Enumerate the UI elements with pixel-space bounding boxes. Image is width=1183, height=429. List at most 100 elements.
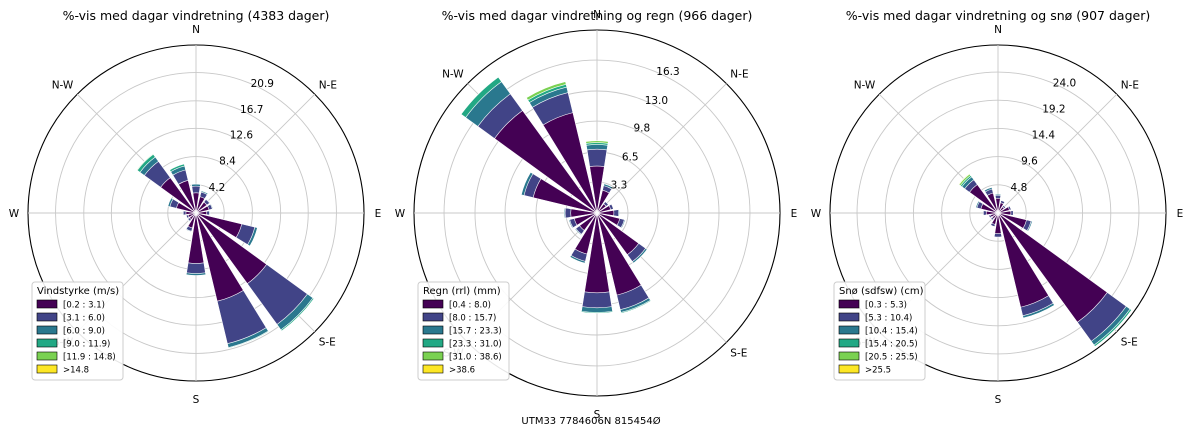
bar-90-bin-0 — [195, 210, 208, 216]
bars — [136, 153, 315, 349]
legend-entry: [11.9 : 14.8) — [63, 353, 116, 363]
legend-swatch — [838, 351, 860, 361]
bar-180-bin-0 — [994, 212, 1002, 234]
compass-label-n-w: N-W — [52, 79, 74, 91]
radial-tick-label: 14.4 — [1032, 130, 1056, 142]
bar-225-bin-0 — [579, 212, 598, 231]
bar-90-bin-0 — [997, 210, 1012, 216]
compass-label-n-e: N-E — [730, 69, 748, 81]
bar-270-bin-0 — [570, 208, 598, 218]
radial-tick-label: 4.2 — [209, 182, 226, 194]
bar-22.5-bin-0 — [997, 202, 1004, 214]
legend-entry: [0.3 : 5.3) — [865, 301, 907, 311]
radial-tick-label: 20.9 — [251, 78, 274, 90]
compass-label-s-e: S-E — [319, 337, 336, 349]
radial-tick-label: 19.2 — [1042, 103, 1065, 115]
legend-swatch — [422, 325, 444, 335]
bar-270-bin-0 — [185, 211, 197, 215]
legend-swatch — [838, 338, 860, 348]
radial-tick-label: 9.6 — [1021, 156, 1038, 168]
legend-entry: [5.3 : 10.4) — [865, 314, 912, 324]
legend-entry: [6.0 : 9.0) — [63, 327, 105, 337]
legend-swatch — [36, 325, 58, 335]
bar-45-bin-0 — [997, 206, 1005, 214]
bars — [958, 173, 1132, 347]
legend-title: Regn (rrl) (mm) — [423, 286, 501, 297]
legend-swatch — [36, 351, 58, 361]
legend: Snø (sdfsw) (cm) [0.3 : 5.3) [5.3 : 10.4) [… — [833, 281, 926, 381]
radial-tick-label: 12.6 — [230, 129, 254, 141]
compass-label-w: W — [811, 208, 822, 220]
radial-tick-label: 24.0 — [1053, 77, 1076, 89]
bar-337.5-bin-0 — [178, 179, 197, 214]
footer-coordinates: UTM33 7784606N 815454Ø — [521, 415, 660, 427]
bar-292.5-bin-0 — [532, 178, 598, 214]
bar-247.5-bin-0 — [187, 212, 197, 218]
compass-label-s: S — [995, 394, 1002, 406]
legend-swatch — [36, 299, 58, 309]
bar-157.5-bin-0 — [195, 212, 244, 302]
bar-112.5-bin-0 — [195, 212, 243, 238]
bar-247.5-bin-0 — [573, 212, 598, 226]
windrose-1: %-vis med dagar vindretning (4383 dager)… — [9, 8, 382, 406]
compass-label-n: N — [192, 24, 200, 36]
bar-90-bin-0 — [596, 210, 615, 216]
compass-label-n: N — [593, 9, 601, 21]
legend-swatch — [422, 312, 444, 322]
compass-label-e: E — [1177, 208, 1183, 220]
compass-label-n-e: N-E — [1121, 79, 1139, 91]
legend-entry: [15.4 : 20.5) — [865, 340, 918, 350]
grid-spoke — [195, 93, 316, 214]
compass-label-w: W — [9, 208, 20, 220]
legend-swatch — [422, 351, 444, 361]
bar-180-bin-0 — [187, 212, 205, 264]
compass-label-n: N — [994, 24, 1002, 36]
radial-tick-label: 4.8 — [1011, 182, 1028, 194]
legend-entry: [0.4 : 8.0) — [449, 301, 491, 311]
compass-label-n-w: N-W — [442, 69, 464, 81]
bar-270-bin-0 — [985, 210, 999, 216]
bar-157.5-bin-0 — [596, 212, 642, 296]
compass-label-s-e: S-E — [730, 347, 747, 359]
legend-entry: [10.4 : 15.4) — [865, 327, 918, 337]
chart-title: %-vis med dagar vindretning og regn (966… — [442, 8, 753, 23]
bar-202.5-bin-0 — [187, 212, 197, 229]
bar-135-bin-0 — [997, 212, 1108, 323]
bar-22.5-bin-0 — [195, 196, 206, 214]
legend-entry: [23.3 : 31.0) — [449, 340, 502, 350]
legend-entry: [9.0 : 11.9) — [63, 340, 110, 350]
bar-67.5-bin-0 — [997, 206, 1010, 214]
bars — [460, 76, 652, 314]
bar-45-bin-0 — [195, 201, 208, 214]
radial-tick-label: 16.3 — [656, 66, 679, 78]
chart-title: %-vis med dagar vindretning og snø (907 … — [846, 8, 1150, 23]
bar-225-bin-0 — [991, 212, 999, 220]
legend-entry: [3.1 : 6.0) — [63, 314, 105, 324]
bar-315-bin-0 — [969, 184, 999, 214]
bar-112.5-bin-0 — [997, 212, 1027, 229]
compass-label-s: S — [594, 409, 601, 421]
compass-label-n-w: N-W — [854, 79, 876, 91]
compass-label-e: E — [375, 208, 382, 220]
bar-315-bin-0 — [160, 177, 197, 214]
radial-tick-label: 8.4 — [219, 156, 236, 168]
bar-45-bin-0 — [596, 203, 607, 214]
legend-entry: >14.8 — [63, 366, 89, 376]
legend-swatch — [838, 325, 860, 335]
bar-0-bin-0 — [589, 165, 605, 214]
compass-label-w: W — [395, 208, 406, 220]
chart-title: %-vis med dagar vindretning (4383 dager) — [63, 8, 330, 23]
bar-180-bin-0 — [584, 212, 610, 294]
bar-67.5-bin-0 — [596, 205, 612, 214]
radial-tick-label: 6.5 — [622, 151, 639, 163]
legend-swatch — [838, 312, 860, 322]
grid-spoke — [997, 93, 1118, 214]
bar-157.5-bin-0 — [997, 212, 1050, 308]
legend-swatch — [36, 312, 58, 322]
legend-swatch — [422, 364, 444, 374]
bar-292.5-bin-0 — [980, 203, 999, 214]
bar-0-bin-0 — [192, 192, 200, 214]
bar-292.5-bin-0 — [176, 202, 197, 214]
radial-tick-label: 16.7 — [240, 104, 263, 116]
